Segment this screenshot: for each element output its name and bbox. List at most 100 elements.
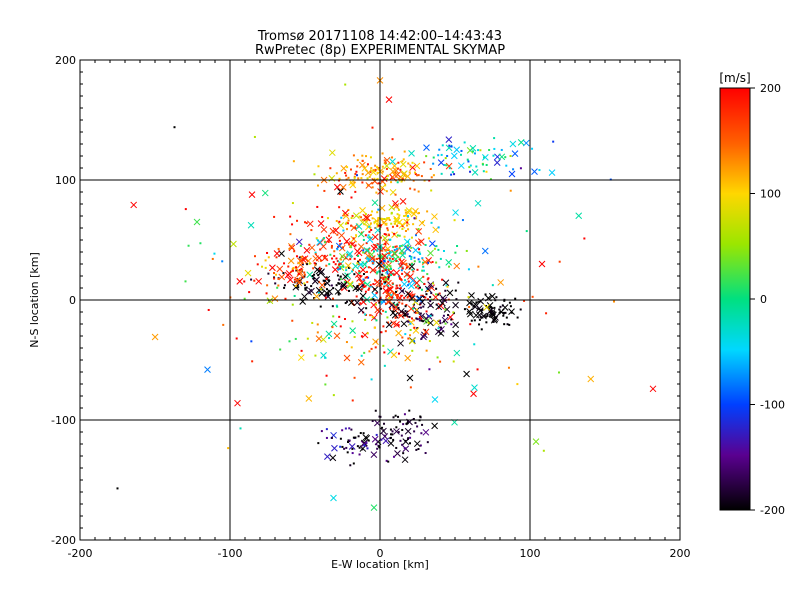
data-point [261, 265, 264, 268]
data-point [374, 303, 377, 306]
data-point [370, 301, 378, 309]
data-point [444, 322, 447, 325]
data-point [346, 250, 354, 258]
data-point [243, 280, 246, 283]
data-point [325, 436, 328, 439]
data-point [397, 352, 400, 355]
data-point [266, 284, 269, 287]
data-point [391, 257, 394, 260]
data-point [399, 439, 402, 442]
data-point [372, 259, 375, 262]
data-point [338, 278, 341, 281]
data-point [416, 174, 419, 177]
data-point [380, 175, 388, 182]
data-point [382, 437, 390, 445]
data-point [383, 233, 386, 236]
data-point [361, 218, 364, 221]
data-point [318, 281, 326, 289]
data-point [492, 320, 495, 323]
data-point [376, 243, 379, 246]
data-point [409, 322, 412, 325]
data-point [416, 311, 419, 314]
data-point [427, 314, 430, 317]
data-point [387, 174, 390, 177]
data-point [401, 227, 404, 230]
data-point [376, 447, 379, 450]
data-point [486, 314, 489, 317]
data-point [375, 257, 378, 260]
data-point [404, 211, 407, 214]
data-point [427, 249, 434, 257]
data-point [335, 257, 338, 260]
data-point [385, 218, 388, 221]
data-point [315, 335, 323, 342]
data-point [291, 269, 294, 272]
data-point [324, 294, 327, 297]
data-point [373, 217, 381, 225]
data-point [295, 286, 298, 289]
data-point [297, 286, 300, 289]
data-point [417, 212, 420, 215]
data-point [374, 279, 377, 282]
data-point [305, 222, 308, 225]
data-point [277, 284, 280, 287]
data-point [473, 305, 476, 308]
data-point [410, 246, 413, 249]
data-point [316, 238, 323, 246]
data-point [347, 176, 350, 179]
data-point [387, 460, 390, 463]
data-point [393, 269, 400, 277]
data-point [301, 263, 304, 266]
data-point [444, 308, 447, 311]
data-point [476, 307, 484, 315]
data-point [294, 337, 297, 340]
data-point [366, 236, 374, 243]
data-point [384, 233, 387, 236]
data-point [382, 276, 385, 279]
data-point [408, 315, 411, 318]
data-point [397, 161, 400, 164]
data-point [387, 278, 390, 281]
data-point [437, 327, 440, 330]
data-point [422, 428, 430, 436]
data-point [343, 354, 351, 362]
data-point [369, 156, 372, 159]
data-point [508, 323, 511, 326]
data-point [328, 337, 331, 340]
data-point [397, 306, 400, 309]
data-point [306, 337, 309, 340]
data-point [207, 308, 210, 311]
data-point [339, 437, 342, 440]
data-point [410, 317, 413, 320]
data-point [430, 176, 433, 179]
data-point [392, 292, 395, 295]
data-point [405, 207, 413, 214]
data-point [173, 126, 176, 129]
data-point [348, 243, 351, 246]
data-point [424, 285, 432, 293]
data-point [409, 334, 412, 337]
data-point [151, 333, 159, 341]
data-point [386, 316, 389, 319]
data-point [303, 246, 311, 254]
data-point [337, 293, 340, 296]
data-point [347, 222, 350, 225]
data-point [508, 170, 516, 178]
data-point [279, 348, 282, 351]
data-point [346, 166, 349, 169]
data-point [389, 265, 392, 268]
data-point [313, 262, 316, 265]
data-point [248, 291, 251, 294]
data-point [427, 261, 430, 264]
data-point [351, 269, 354, 272]
data-point [411, 161, 414, 164]
data-point [406, 422, 409, 425]
data-point [361, 448, 364, 451]
data-point [398, 277, 401, 280]
data-point [367, 266, 370, 269]
data-point [558, 260, 561, 263]
data-point [508, 308, 515, 315]
data-point [482, 170, 485, 173]
data-point [480, 312, 487, 320]
